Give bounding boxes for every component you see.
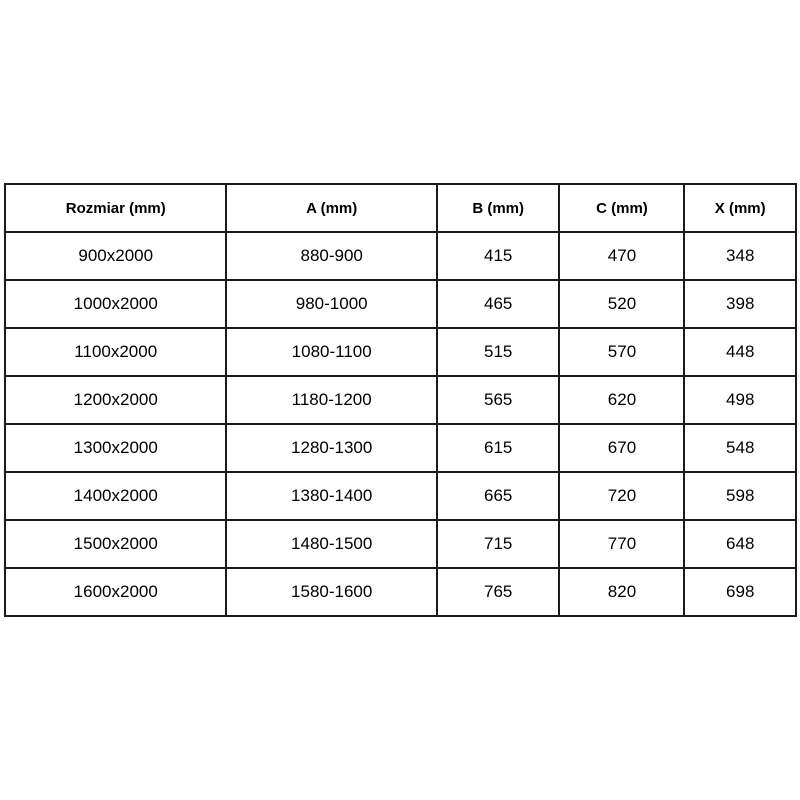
table-cell-x: 448: [683, 327, 797, 377]
table-cell-x: 548: [683, 423, 797, 473]
header-row: Rozmiar (mm) A (mm) B (mm) C (mm) X (mm): [3, 183, 797, 233]
table-cell-rozmiar: 1400x2000: [3, 471, 228, 521]
table-row: 1000x2000 980-1000 465 520 398: [3, 279, 797, 329]
table-row: 1500x2000 1480-1500 715 770 648: [3, 519, 797, 569]
table-cell-c: 470: [558, 231, 686, 281]
column-header-c: C (mm): [558, 183, 686, 233]
table-cell-b: 615: [435, 423, 561, 473]
table-cell-a: 1280-1300: [225, 423, 438, 473]
table-cell-c: 670: [558, 423, 686, 473]
column-header-b: B (mm): [435, 183, 561, 233]
table-cell-x: 648: [683, 519, 797, 569]
table-cell-c: 620: [558, 375, 686, 425]
table-cell-c: 770: [558, 519, 686, 569]
table-cell-rozmiar: 1300x2000: [3, 423, 228, 473]
table-cell-a: 880-900: [225, 231, 438, 281]
table-cell-c: 720: [558, 471, 686, 521]
table-cell-a: 980-1000: [225, 279, 438, 329]
column-header-a: A (mm): [225, 183, 438, 233]
table-cell-x: 398: [683, 279, 797, 329]
table-cell-b: 515: [435, 327, 561, 377]
table-cell-c: 570: [558, 327, 686, 377]
table-cell-rozmiar: 1000x2000: [3, 279, 228, 329]
table-cell-a: 1180-1200: [225, 375, 438, 425]
table-cell-b: 715: [435, 519, 561, 569]
column-header-x: X (mm): [683, 183, 797, 233]
table-row: 1600x2000 1580-1600 765 820 698: [3, 567, 797, 617]
table-cell-b: 465: [435, 279, 561, 329]
table-cell-x: 598: [683, 471, 797, 521]
table-cell-a: 1380-1400: [225, 471, 438, 521]
table-cell-x: 698: [683, 567, 797, 617]
table-cell-a: 1080-1100: [225, 327, 438, 377]
table-cell-b: 665: [435, 471, 561, 521]
table-cell-b: 765: [435, 567, 561, 617]
table-row: 1100x2000 1080-1100 515 570 448: [3, 327, 797, 377]
column-header-rozmiar: Rozmiar (mm): [3, 183, 228, 233]
table-cell-a: 1580-1600: [225, 567, 438, 617]
table-cell-rozmiar: 1200x2000: [3, 375, 228, 425]
table-cell-x: 498: [683, 375, 797, 425]
table-cell-rozmiar: 900x2000: [3, 231, 228, 281]
table-cell-rozmiar: 1100x2000: [3, 327, 228, 377]
table-row: 1400x2000 1380-1400 665 720 598: [3, 471, 797, 521]
table-cell-x: 348: [683, 231, 797, 281]
table-cell-rozmiar: 1500x2000: [3, 519, 228, 569]
table-cell-a: 1480-1500: [225, 519, 438, 569]
size-spec-table: Rozmiar (mm) A (mm) B (mm) C (mm) X (mm)…: [3, 183, 797, 617]
table-row: 1300x2000 1280-1300 615 670 548: [3, 423, 797, 473]
table-cell-b: 565: [435, 375, 561, 425]
table-cell-rozmiar: 1600x2000: [3, 567, 228, 617]
table-row: 900x2000 880-900 415 470 348: [3, 231, 797, 281]
table-cell-c: 520: [558, 279, 686, 329]
table-cell-c: 820: [558, 567, 686, 617]
table-row: 1200x2000 1180-1200 565 620 498: [3, 375, 797, 425]
table-cell-b: 415: [435, 231, 561, 281]
